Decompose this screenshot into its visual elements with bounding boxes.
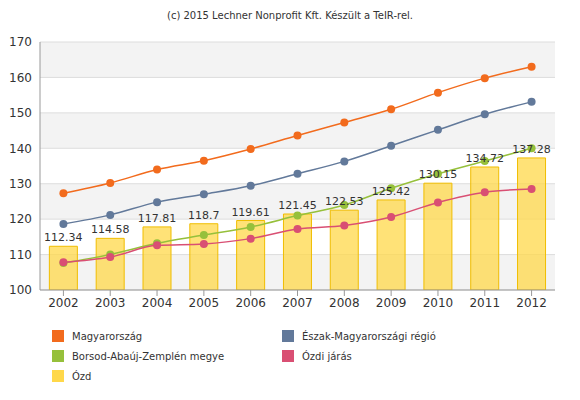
svg-text:160: 160 xyxy=(9,71,32,85)
svg-text:134.72: 134.72 xyxy=(465,152,504,165)
svg-text:2005: 2005 xyxy=(189,296,220,310)
svg-text:122.53: 122.53 xyxy=(325,195,364,208)
svg-text:125.42: 125.42 xyxy=(372,185,411,198)
svg-text:2002: 2002 xyxy=(48,296,79,310)
svg-text:100: 100 xyxy=(9,283,32,297)
svg-text:121.45: 121.45 xyxy=(278,199,317,212)
svg-text:2012: 2012 xyxy=(516,296,547,310)
svg-text:2003: 2003 xyxy=(95,296,126,310)
svg-text:2004: 2004 xyxy=(142,296,173,310)
svg-text:2010: 2010 xyxy=(423,296,454,310)
svg-text:170: 170 xyxy=(9,35,32,49)
svg-text:117.81: 117.81 xyxy=(138,212,177,225)
svg-text:2011: 2011 xyxy=(469,296,500,310)
svg-text:2009: 2009 xyxy=(376,296,407,310)
html-text:Magyarország: Magyarország xyxy=(72,330,143,342)
svg-text:2006: 2006 xyxy=(235,296,266,310)
svg-text:114.58: 114.58 xyxy=(91,223,130,236)
svg-text:2007: 2007 xyxy=(282,296,313,310)
svg-text:110: 110 xyxy=(9,248,32,262)
svg-text:137.28: 137.28 xyxy=(512,143,551,156)
svg-text:130.15: 130.15 xyxy=(419,168,458,181)
svg-text:119.61: 119.61 xyxy=(231,206,270,219)
html-text:(c) 2015 Lechner Nonprofit Kft: (c) 2015 Lechner Nonprofit Kft. Készült … xyxy=(167,10,413,21)
svg-text:150: 150 xyxy=(9,106,32,120)
svg-text:140: 140 xyxy=(9,142,32,156)
svg-text:2008: 2008 xyxy=(329,296,360,310)
svg-text:118.7: 118.7 xyxy=(188,209,220,222)
svg-text:130: 130 xyxy=(9,177,32,191)
svg-text:112.34: 112.34 xyxy=(44,231,83,244)
html-text:Észak-Magyarországi régió: Észak-Magyarországi régió xyxy=(302,330,436,342)
html-text:Ózdi járás: Ózdi járás xyxy=(302,350,352,362)
html-text:Ózd: Ózd xyxy=(72,370,92,382)
svg-text:120: 120 xyxy=(9,212,32,226)
html-text:Borsod-Abaúj-Zemplén megye: Borsod-Abaúj-Zemplén megye xyxy=(72,350,224,362)
